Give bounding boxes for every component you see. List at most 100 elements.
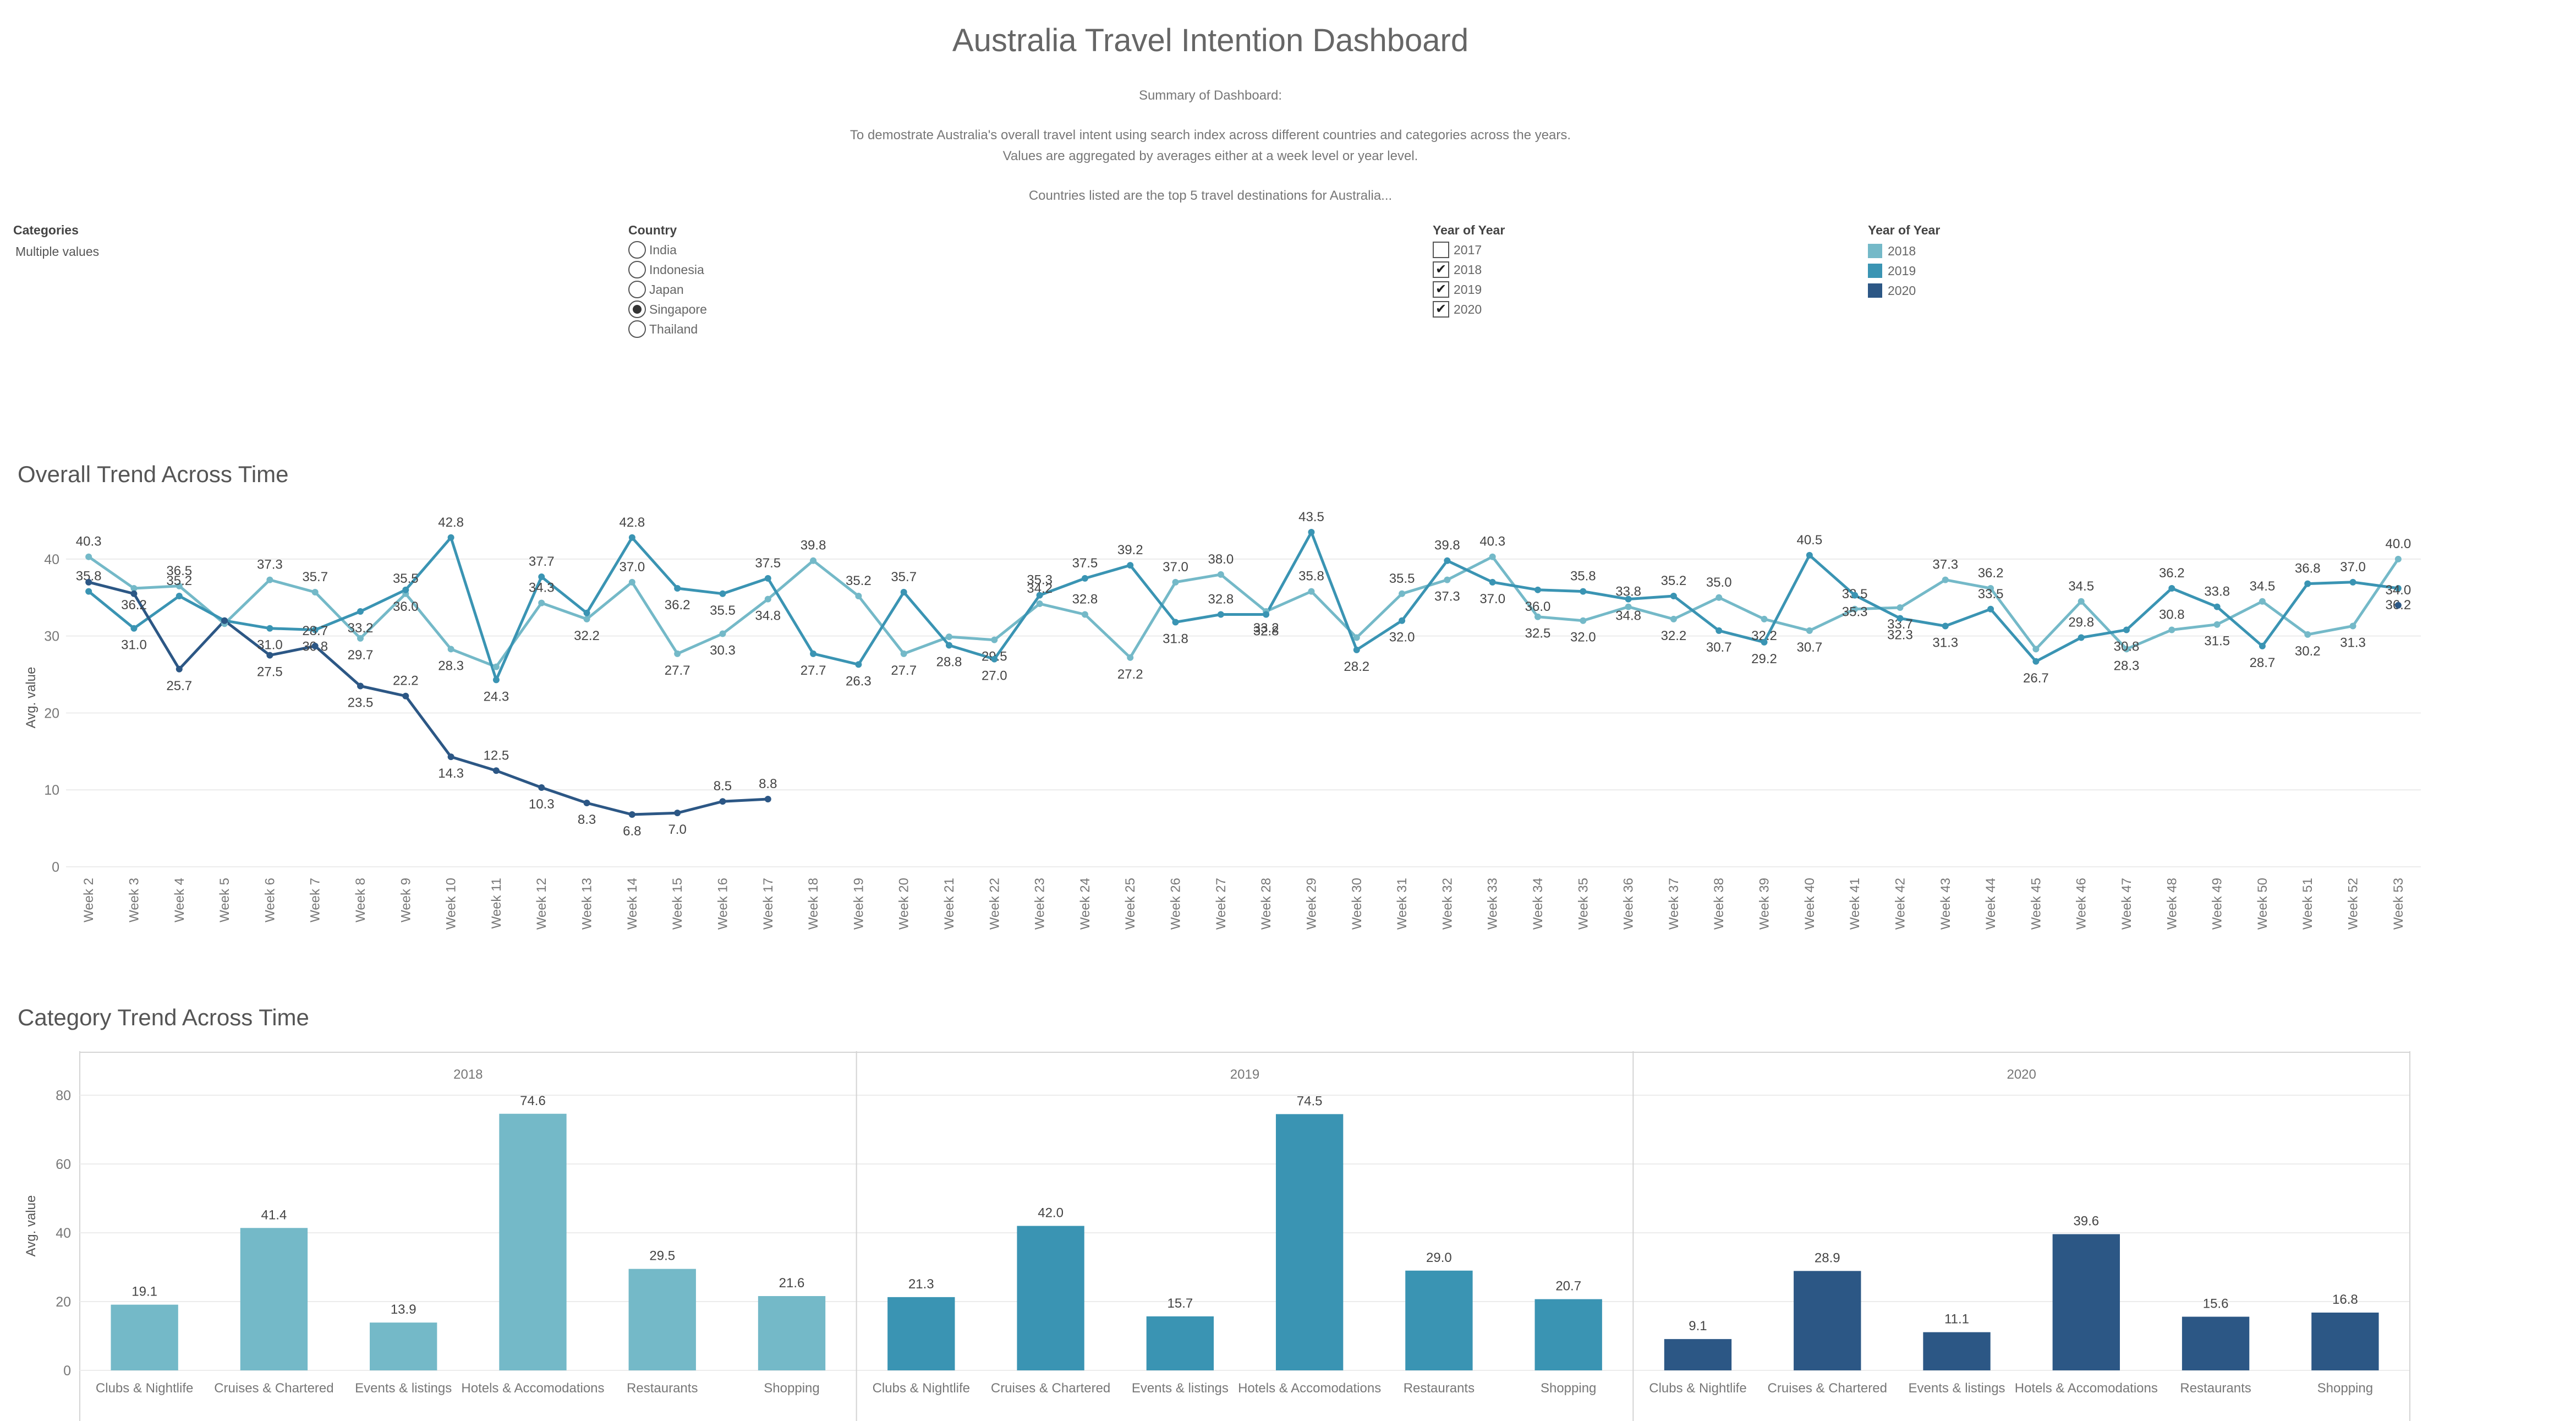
data-point-2019[interactable] (2168, 585, 2175, 592)
data-point-2020[interactable] (176, 665, 183, 673)
bar-2020[interactable] (1794, 1271, 1861, 1370)
data-point-2019[interactable] (1534, 586, 1541, 593)
data-point-2019[interactable] (1444, 557, 1451, 564)
data-point-2020[interactable] (719, 798, 726, 805)
year-option-2018[interactable]: ✔ 2018 (1433, 260, 1505, 280)
data-point-2019[interactable] (991, 655, 998, 663)
data-point-2018[interactable] (130, 585, 138, 592)
bar-2020[interactable] (1923, 1332, 1991, 1370)
data-point-2020[interactable] (85, 578, 92, 586)
data-point-2018[interactable] (1761, 615, 1768, 622)
data-point-2018[interactable] (810, 557, 817, 564)
data-point-2020[interactable] (764, 796, 771, 802)
data-point-2019[interactable] (1851, 592, 1859, 599)
legend-item-2018[interactable]: 2018 (1868, 241, 1940, 261)
bar-2019[interactable] (1017, 1226, 1084, 1371)
bar-2019[interactable] (887, 1297, 955, 1370)
data-point-2018[interactable] (538, 599, 545, 606)
country-option-india[interactable]: India (628, 240, 707, 260)
data-point-2019[interactable] (1308, 528, 1315, 535)
bar-2018[interactable] (240, 1228, 308, 1370)
data-point-2018[interactable] (991, 636, 998, 643)
data-point-2019[interactable] (2259, 642, 2266, 649)
data-point-2019[interactable] (266, 625, 273, 632)
bar-2020[interactable] (1664, 1339, 1732, 1370)
data-point-2019[interactable] (1715, 627, 1723, 634)
data-point-2020[interactable] (221, 617, 228, 624)
data-point-2018[interactable] (1217, 571, 1224, 578)
data-point-2018[interactable] (2349, 622, 2356, 630)
bar-2019[interactable] (1405, 1270, 1473, 1370)
data-point-2019[interactable] (1217, 611, 1224, 618)
data-point-2020[interactable] (402, 692, 409, 699)
data-point-2018[interactable] (946, 633, 952, 641)
data-point-2018[interactable] (2168, 626, 2175, 633)
data-point-2020[interactable] (674, 810, 681, 817)
data-point-2019[interactable] (764, 575, 771, 582)
data-point-2018[interactable] (1172, 578, 1179, 586)
bar-2018[interactable] (111, 1304, 178, 1370)
data-point-2018[interactable] (719, 630, 726, 637)
legend-item-2020[interactable]: 2020 (1868, 281, 1940, 300)
data-point-2019[interactable] (492, 676, 500, 684)
radio-button[interactable] (628, 300, 646, 318)
data-point-2019[interactable] (2123, 626, 2130, 633)
data-point-2018[interactable] (492, 663, 500, 670)
data-point-2018[interactable] (1081, 611, 1088, 618)
data-point-2018[interactable] (2259, 598, 2266, 605)
data-point-2019[interactable] (1081, 575, 1088, 582)
data-point-2018[interactable] (176, 582, 183, 589)
data-point-2019[interactable] (1489, 578, 1496, 586)
data-point-2018[interactable] (1625, 603, 1632, 610)
bar-2019[interactable] (1275, 1114, 1344, 1370)
data-point-2018[interactable] (311, 589, 319, 596)
data-point-2019[interactable] (1263, 611, 1270, 618)
data-point-2018[interactable] (1897, 604, 1904, 611)
bar-2020[interactable] (2052, 1234, 2120, 1371)
bar-2018[interactable] (758, 1296, 826, 1370)
data-point-2018[interactable] (628, 578, 635, 586)
radio-button[interactable] (628, 241, 646, 259)
data-point-2018[interactable] (1399, 590, 1406, 597)
data-point-2019[interactable] (2213, 603, 2221, 610)
bar-2020[interactable] (2311, 1313, 2379, 1370)
series-line-2020[interactable] (89, 582, 2398, 815)
data-point-2018[interactable] (447, 646, 454, 653)
checkbox[interactable]: ✔ (1433, 281, 1449, 298)
data-point-2020[interactable] (447, 753, 454, 761)
data-point-2019[interactable] (538, 573, 545, 581)
data-point-2019[interactable] (1670, 593, 1677, 599)
bar-2018[interactable] (628, 1269, 696, 1370)
categories-filter[interactable]: Categories Multiple values (13, 223, 99, 259)
data-point-2019[interactable] (1761, 638, 1768, 646)
radio-button[interactable] (628, 320, 646, 338)
data-point-2019[interactable] (130, 625, 138, 632)
data-point-2019[interactable] (2394, 585, 2402, 592)
data-point-2018[interactable] (1580, 617, 1587, 624)
data-point-2018[interactable] (2394, 555, 2402, 562)
data-point-2018[interactable] (1489, 553, 1496, 560)
country-option-japan[interactable]: Japan (628, 280, 707, 299)
data-point-2019[interactable] (900, 589, 907, 596)
data-point-2019[interactable] (1399, 617, 1406, 624)
data-point-2019[interactable] (85, 588, 92, 595)
data-point-2019[interactable] (583, 609, 590, 616)
data-point-2018[interactable] (900, 650, 907, 657)
data-point-2019[interactable] (810, 650, 817, 657)
series-line-2019[interactable] (87, 531, 2399, 681)
data-point-2019[interactable] (1987, 605, 1994, 613)
data-point-2018[interactable] (674, 650, 681, 657)
year-option-2017[interactable]: 2017 (1433, 240, 1505, 260)
data-point-2019[interactable] (1942, 622, 1949, 630)
data-point-2019[interactable] (719, 590, 726, 597)
data-point-2018[interactable] (2304, 631, 2311, 638)
data-point-2018[interactable] (357, 635, 364, 642)
categories-filter-value[interactable]: Multiple values (15, 244, 100, 259)
data-point-2019[interactable] (2304, 580, 2311, 587)
data-point-2019[interactable] (2032, 658, 2040, 665)
data-point-2019[interactable] (1806, 551, 1813, 559)
data-point-2019[interactable] (447, 534, 454, 541)
data-point-2019[interactable] (176, 593, 183, 599)
data-point-2020[interactable] (357, 682, 364, 690)
bar-2020[interactable] (2182, 1316, 2250, 1371)
